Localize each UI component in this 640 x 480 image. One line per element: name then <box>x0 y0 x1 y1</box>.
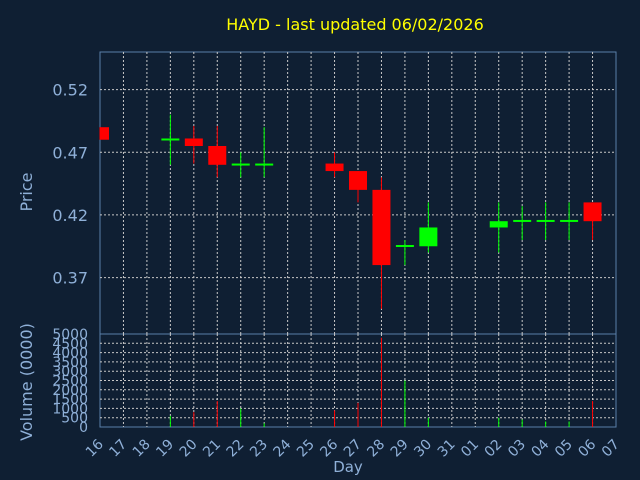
candle-body <box>255 163 274 166</box>
x-tick-label: 07 <box>599 437 623 461</box>
volume-tick-label: 2500 <box>52 374 88 390</box>
price-axis-label: Price <box>17 172 36 211</box>
x-tick-label: 03 <box>505 437 529 461</box>
candle-body <box>372 189 391 266</box>
candle-body <box>560 219 579 222</box>
x-tick-label: 21 <box>200 437 224 461</box>
candle-body <box>231 163 250 166</box>
candle-body <box>100 127 109 140</box>
price-tick-label: 0.47 <box>52 143 88 162</box>
x-tick-label: 18 <box>130 437 154 461</box>
volume-tick-label: 1500 <box>52 392 88 408</box>
x-tick-label: 02 <box>482 437 506 461</box>
candle-body <box>161 138 180 141</box>
x-tick-label: 22 <box>224 437 248 461</box>
x-tick-label: 05 <box>552 437 576 461</box>
x-tick-label: 26 <box>317 436 341 460</box>
volume-tick-label: 4500 <box>52 336 88 352</box>
x-tick-label: 20 <box>177 437 201 461</box>
x-tick-label: 30 <box>411 437 435 461</box>
chart-title: HAYD - last updated 06/02/2026 <box>226 15 484 34</box>
volume-axis-label: Volume (0000) <box>17 323 36 441</box>
volume-tick-label: 3000 <box>52 364 88 380</box>
volume-tick-label: 3500 <box>52 355 88 371</box>
candle-body <box>395 245 414 248</box>
price-tick-label: 0.52 <box>52 81 88 100</box>
candle-body <box>489 221 508 228</box>
candle-body <box>419 227 438 247</box>
x-tick-label: 04 <box>529 436 553 460</box>
candle-body <box>513 219 532 222</box>
volume-tick-label: 2000 <box>52 383 88 399</box>
x-tick-label: 19 <box>153 437 177 461</box>
x-tick-label: 28 <box>364 437 388 461</box>
candle-body <box>325 163 344 172</box>
x-tick-label: 01 <box>458 437 482 461</box>
volume-tick-label: 5000 <box>52 327 88 343</box>
x-axis-label: Day <box>333 458 363 476</box>
volume-tick-label: 500 <box>61 411 88 427</box>
x-tick-label: 23 <box>247 437 271 461</box>
candle-body <box>583 202 602 222</box>
candle-body <box>349 171 367 190</box>
volume-tick-label: 4000 <box>52 346 88 362</box>
x-tick-label: 31 <box>435 437 459 461</box>
x-tick-label: 25 <box>294 437 318 461</box>
price-tick-label: 0.37 <box>52 269 88 288</box>
candle-body <box>208 146 227 165</box>
price-tick-label: 0.42 <box>52 206 88 225</box>
volume-tick-label: 1000 <box>52 401 88 417</box>
x-tick-label: 16 <box>83 436 107 460</box>
x-tick-label: 06 <box>575 436 599 460</box>
x-tick-label: 27 <box>341 437 365 461</box>
x-tick-label: 24 <box>271 436 295 460</box>
candle-body <box>536 219 555 222</box>
volume-tick-label: 0 <box>79 420 88 436</box>
candle-body <box>184 138 203 146</box>
x-tick-label: 17 <box>106 437 130 461</box>
x-tick-label: 29 <box>388 437 412 461</box>
